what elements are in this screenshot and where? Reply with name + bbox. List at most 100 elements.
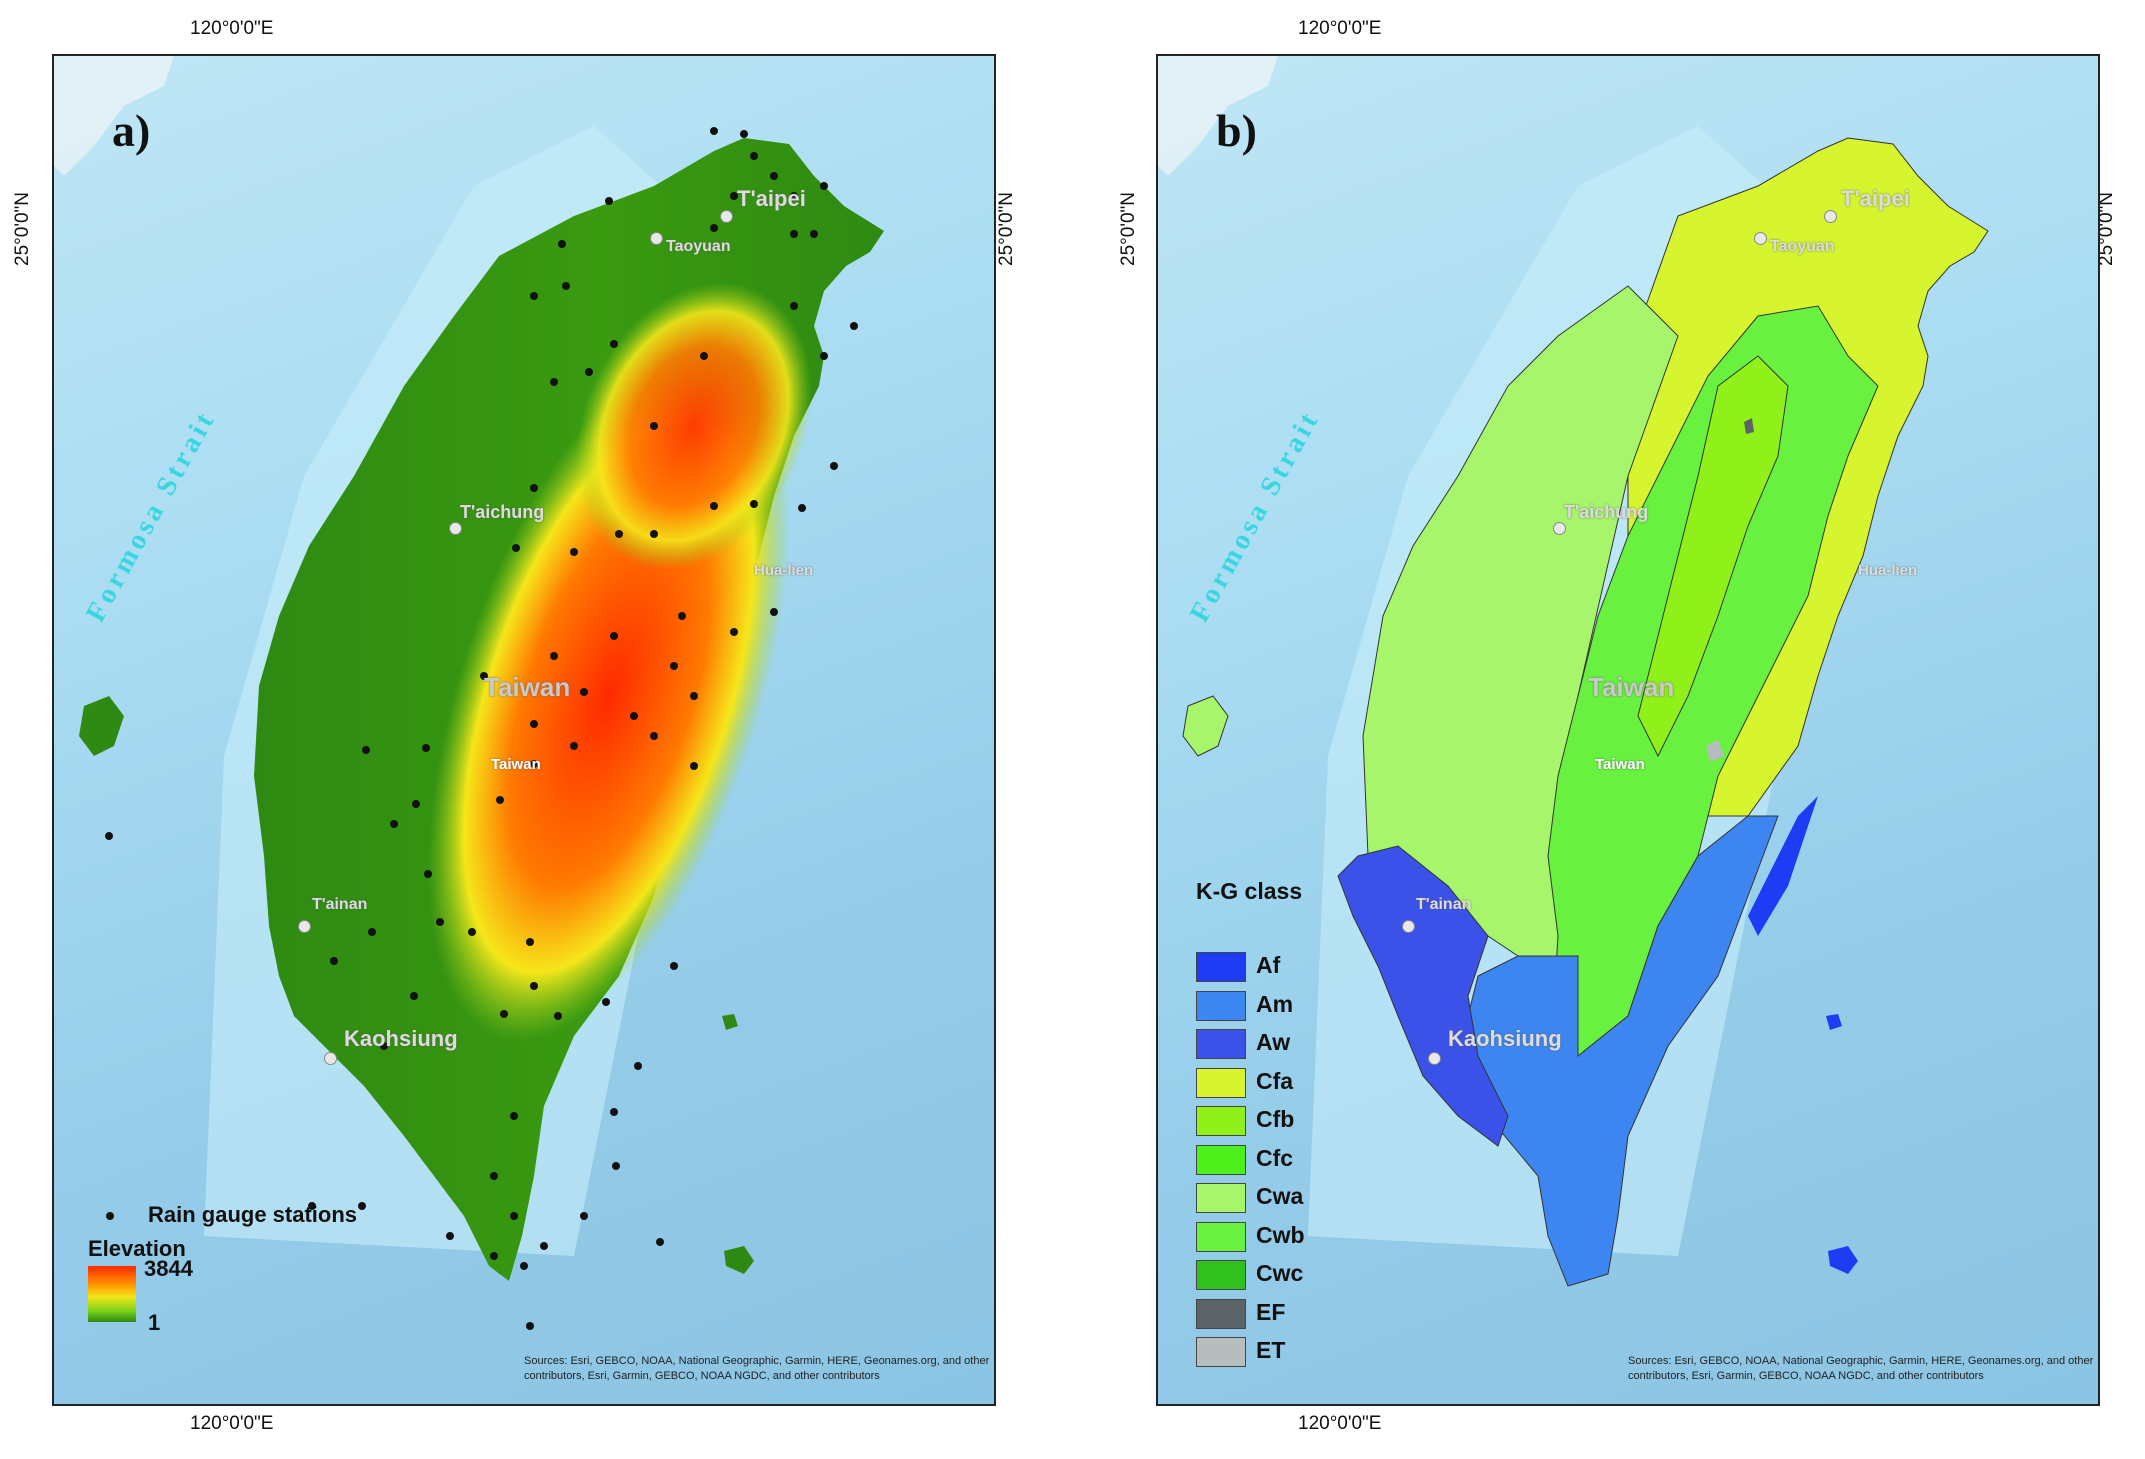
rain-gauge-station bbox=[580, 1212, 588, 1220]
rain-gauge-station bbox=[650, 732, 658, 740]
rain-gauge-station bbox=[530, 484, 538, 492]
climate-class-map-panel[interactable]: b) T'aipei Taoyuan T'aichung Hua-lien Ta… bbox=[1156, 54, 2100, 1406]
city-label-taipei: T'aipei bbox=[1841, 186, 1910, 211]
rain-gauge-station bbox=[700, 352, 708, 360]
rain-gauge-station bbox=[790, 302, 798, 310]
kg-label: Cwa bbox=[1256, 1183, 1304, 1209]
rain-gauge-station bbox=[798, 504, 806, 512]
rain-gauge-station bbox=[512, 544, 520, 552]
city-label-tainan: T'ainan bbox=[312, 896, 368, 913]
rain-gauge-station bbox=[510, 1112, 518, 1120]
rain-gauge-station bbox=[530, 292, 538, 300]
city-dot-kaohsiung bbox=[1428, 1052, 1441, 1065]
rain-gauge-station bbox=[446, 1232, 454, 1240]
rain-gauge-station bbox=[105, 832, 113, 840]
rain-gauge-station bbox=[790, 230, 798, 238]
rain-gauge-station bbox=[810, 230, 818, 238]
rain-gauge-station bbox=[670, 662, 678, 670]
rain-gauge-station bbox=[650, 530, 658, 538]
city-label-taipei: T'aipei bbox=[737, 186, 806, 211]
rain-gauge-station bbox=[540, 1242, 548, 1250]
rain-gauge-station bbox=[500, 1010, 508, 1018]
kg-swatch bbox=[1196, 1067, 1246, 1098]
elevation-gradient-bar bbox=[88, 1266, 136, 1322]
rain-gauge-station bbox=[468, 928, 476, 936]
kg-swatch bbox=[1196, 1106, 1246, 1136]
rain-gauge-station bbox=[690, 762, 698, 770]
rain-gauge-station bbox=[750, 152, 758, 160]
rain-gauge-station bbox=[770, 608, 778, 616]
rain-gauge-station bbox=[390, 820, 398, 828]
rain-gauge-station bbox=[330, 957, 338, 965]
rain-gauge-station bbox=[490, 1172, 498, 1180]
rain-gauge-station bbox=[510, 1212, 518, 1220]
kg-swatch bbox=[1196, 1029, 1246, 1059]
city-dot-tainan bbox=[298, 920, 311, 933]
rain-gauge-station bbox=[850, 322, 858, 330]
northern-ridge bbox=[575, 282, 813, 570]
zone-af bbox=[1748, 796, 1818, 936]
rain-gauge-station bbox=[526, 1322, 534, 1330]
rain-gauge-station bbox=[424, 870, 432, 878]
climate-class-map[interactable] bbox=[1158, 56, 2098, 1404]
rain-gauge-station bbox=[605, 197, 613, 205]
kg-label: Am bbox=[1256, 990, 1294, 1017]
kg-swatch bbox=[1196, 1298, 1246, 1329]
panel-label-b: b) bbox=[1216, 105, 1257, 156]
city-dot-taichung bbox=[1553, 522, 1566, 535]
rain-gauge-station bbox=[730, 192, 738, 200]
rain-gauge-station bbox=[496, 796, 504, 804]
city-label-hualien: Hua-lien bbox=[1858, 562, 1918, 579]
zone-aw bbox=[1337, 845, 1509, 1147]
rain-gauge-station bbox=[422, 744, 430, 752]
rain-gauge-station bbox=[656, 1238, 664, 1246]
rain-gauge-station bbox=[562, 282, 570, 290]
rain-gauge-station bbox=[750, 500, 758, 508]
mainland-coast bbox=[54, 56, 174, 176]
orchid-island bbox=[724, 1246, 754, 1274]
rain-gauge-station bbox=[520, 1262, 528, 1270]
zone-am bbox=[1457, 815, 1779, 1287]
city-dot-taichung bbox=[449, 522, 462, 535]
kg-swatch bbox=[1196, 990, 1246, 1021]
kg-label: Af bbox=[1256, 952, 1281, 978]
rain-gauge-station bbox=[820, 352, 828, 360]
rain-gauge-station bbox=[770, 172, 778, 180]
city-dot-taipei bbox=[1824, 210, 1837, 223]
rain-gauge-station bbox=[612, 1162, 620, 1170]
kg-label: Cfb bbox=[1256, 1106, 1295, 1132]
city-label-taiwan-large: Taiwan bbox=[1588, 672, 1675, 702]
kg-label: EF bbox=[1256, 1298, 1286, 1325]
elevation-min-label: 1 bbox=[148, 1310, 161, 1335]
rain-gauge-station bbox=[630, 712, 638, 720]
rain-gauge-station bbox=[730, 628, 738, 636]
city-dot-taoyuan bbox=[650, 232, 663, 245]
lon-label-bottom-a: 120°0'0"E bbox=[190, 1413, 274, 1434]
kg-swatch bbox=[1196, 1221, 1246, 1252]
rain-gauge-station bbox=[410, 992, 418, 1000]
rain-gauge-station bbox=[678, 612, 686, 620]
rain-gauge-station bbox=[358, 1202, 366, 1210]
orchid-island bbox=[1828, 1246, 1858, 1274]
rain-gauge-station bbox=[790, 192, 798, 200]
rain-gauge-station bbox=[570, 548, 578, 556]
elevation-map[interactable] bbox=[54, 56, 994, 1404]
green-island bbox=[722, 1014, 738, 1030]
elevation-map-panel[interactable]: a) T'aipei Taoyuan T'aichung Hua-lien Ta… bbox=[52, 54, 996, 1406]
green-island bbox=[1826, 1014, 1842, 1030]
city-label-taoyuan: Taoyuan bbox=[1770, 238, 1835, 255]
rain-gauge-station bbox=[550, 652, 558, 660]
kg-swatch bbox=[1196, 1337, 1246, 1367]
rain-gauge-station bbox=[530, 760, 538, 768]
rain-gauge-station bbox=[480, 672, 488, 680]
city-label-taiwan-large: Taiwan bbox=[484, 672, 571, 702]
rain-gauge-station bbox=[550, 378, 558, 386]
rain-gauge-station bbox=[634, 1062, 642, 1070]
rain-gauge-station bbox=[570, 742, 578, 750]
kg-label: Cwb bbox=[1256, 1221, 1305, 1248]
rain-gauge-station bbox=[362, 746, 370, 754]
kg-swatch bbox=[1196, 1183, 1246, 1213]
city-label-taoyuan: Taoyuan bbox=[666, 238, 731, 255]
rain-gauge-station bbox=[585, 368, 593, 376]
city-dot-taipei bbox=[720, 210, 733, 223]
